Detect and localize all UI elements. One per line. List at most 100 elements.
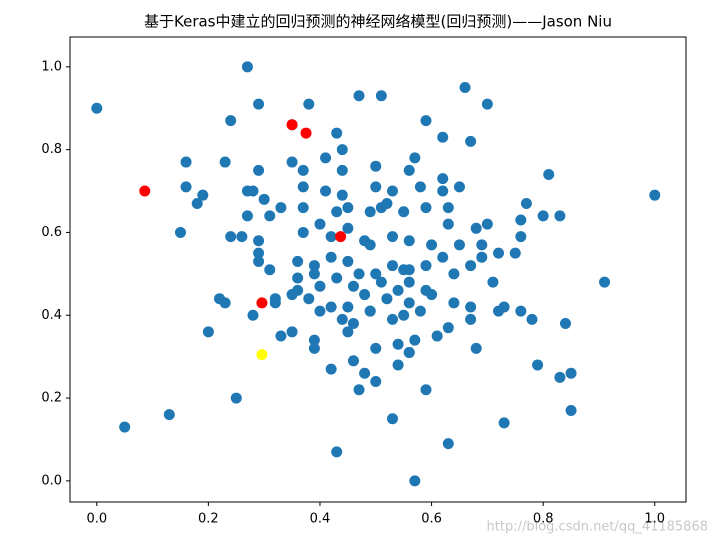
- point: [392, 284, 404, 296]
- point: [331, 127, 343, 139]
- point: [331, 206, 343, 218]
- point: [515, 214, 527, 226]
- point: [342, 222, 354, 234]
- point: [375, 276, 387, 288]
- point: [253, 98, 265, 110]
- point: [387, 231, 399, 243]
- point: [359, 289, 371, 301]
- point: [481, 218, 493, 230]
- point: [442, 202, 454, 214]
- point: [470, 222, 482, 234]
- point: [342, 255, 354, 267]
- point: [392, 338, 404, 350]
- point: [325, 251, 337, 263]
- point: [191, 197, 203, 209]
- point: [448, 268, 460, 280]
- point: [275, 202, 287, 214]
- point: [565, 367, 577, 379]
- point: [364, 305, 376, 317]
- point: [370, 376, 382, 388]
- point: [487, 276, 499, 288]
- point: [420, 260, 432, 272]
- point: [286, 289, 298, 301]
- point: [180, 156, 192, 168]
- point: [414, 181, 426, 193]
- point: [392, 359, 404, 371]
- point: [253, 164, 265, 176]
- point: [537, 210, 549, 222]
- point: [292, 255, 304, 267]
- point: [465, 301, 477, 313]
- point: [300, 127, 312, 139]
- point: [320, 152, 332, 164]
- point: [476, 251, 488, 263]
- point: [286, 326, 298, 338]
- point: [247, 309, 259, 321]
- point: [403, 276, 415, 288]
- point: [387, 413, 399, 425]
- point: [403, 347, 415, 359]
- y-tick-label: 0.4: [41, 308, 62, 323]
- point: [353, 384, 365, 396]
- point: [347, 355, 359, 367]
- x-tick-label: 0.8: [533, 512, 554, 527]
- point: [649, 189, 661, 201]
- point: [442, 218, 454, 230]
- point: [202, 326, 214, 338]
- x-tick-label: 0.6: [421, 512, 442, 527]
- point: [453, 239, 465, 251]
- point: [303, 98, 315, 110]
- point: [297, 181, 309, 193]
- point: [465, 135, 477, 147]
- point: [320, 185, 332, 197]
- point: [241, 210, 253, 222]
- point: [515, 305, 527, 317]
- point: [230, 392, 242, 404]
- point: [336, 144, 348, 156]
- point: [347, 280, 359, 292]
- point: [442, 438, 454, 450]
- chart-title: 基于Keras中建立的回归预测的神经网络模型(回归预测)——Jason Niu: [144, 13, 612, 31]
- point: [532, 359, 544, 371]
- point: [554, 210, 566, 222]
- point: [308, 334, 320, 346]
- point: [347, 318, 359, 330]
- point: [174, 226, 186, 238]
- point: [336, 189, 348, 201]
- point: [335, 231, 347, 243]
- point: [437, 185, 449, 197]
- point: [225, 231, 237, 243]
- point: [336, 164, 348, 176]
- y-tick-label: 1.0: [41, 59, 62, 74]
- point: [139, 185, 151, 197]
- point: [526, 313, 538, 325]
- point: [403, 164, 415, 176]
- point: [264, 264, 276, 276]
- point: [515, 231, 527, 243]
- point: [381, 293, 393, 305]
- point: [599, 276, 611, 288]
- point: [431, 330, 443, 342]
- x-tick-label: 1.0: [644, 512, 665, 527]
- point: [331, 272, 343, 284]
- y-tick-label: 0.6: [41, 225, 62, 240]
- point: [163, 409, 175, 421]
- point: [375, 90, 387, 102]
- point: [481, 98, 493, 110]
- point: [325, 363, 337, 375]
- point: [353, 90, 365, 102]
- point: [370, 342, 382, 354]
- point: [554, 371, 566, 383]
- point: [91, 102, 103, 114]
- point: [269, 297, 281, 309]
- point: [219, 297, 231, 309]
- point: [297, 202, 309, 214]
- point: [426, 239, 438, 251]
- point: [370, 268, 382, 280]
- point: [442, 322, 454, 334]
- x-tick-label: 0.4: [310, 512, 331, 527]
- point: [314, 218, 326, 230]
- point: [297, 164, 309, 176]
- point: [403, 264, 415, 276]
- point: [225, 115, 237, 127]
